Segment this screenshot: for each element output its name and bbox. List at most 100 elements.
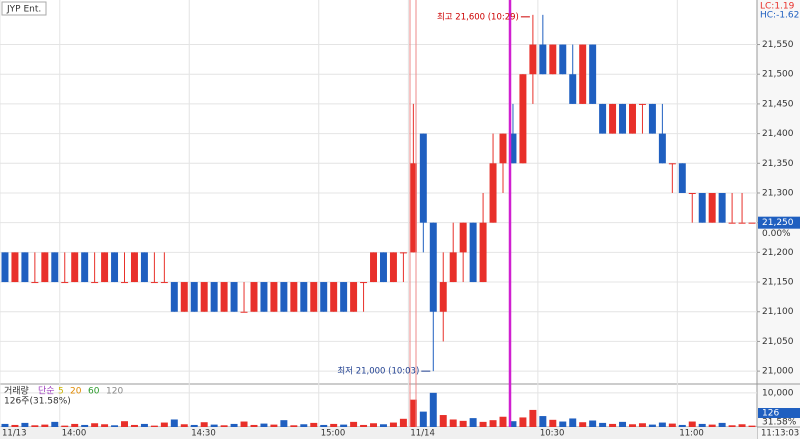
x-tick-label: 11:00 — [679, 429, 704, 439]
volume-last-label: 126 — [762, 409, 779, 419]
candle-body — [539, 44, 547, 75]
volume-bar — [409, 399, 417, 427]
volume-bar — [479, 421, 487, 427]
volume-bar — [220, 425, 228, 427]
volume-bar — [599, 422, 607, 427]
candle-body — [200, 282, 208, 312]
x-tick-label: 14:30 — [191, 429, 216, 439]
volume-bar — [350, 421, 358, 427]
volume-bar — [609, 423, 617, 427]
candle-body — [688, 192, 696, 194]
title-box — [1, 1, 47, 16]
candle-body — [1, 252, 9, 283]
y-tick-label: 21,500 — [762, 70, 794, 80]
volume-bar — [180, 424, 188, 427]
volume-bar — [101, 424, 109, 427]
volume-title: 거래량 — [4, 385, 29, 397]
candle-body — [569, 74, 577, 104]
x-axis-area — [0, 427, 757, 439]
volume-bar — [240, 421, 248, 427]
volume-bar — [340, 424, 348, 427]
volume-bar — [51, 421, 59, 427]
candle-body — [619, 103, 627, 134]
candle-body — [449, 252, 457, 283]
volume-bar — [389, 422, 397, 427]
y-tick-label: 21,100 — [762, 307, 794, 317]
volume-bar — [638, 423, 646, 427]
candle-body — [519, 74, 527, 164]
y-tick-label: 21,350 — [762, 159, 794, 169]
candle-body — [559, 44, 567, 75]
volume-bar — [509, 421, 517, 427]
candle-body — [300, 282, 308, 312]
candle-body — [31, 282, 39, 284]
candle-body — [130, 252, 138, 283]
candle-body — [210, 282, 218, 312]
candle-body — [260, 282, 268, 312]
volume-bar — [41, 424, 49, 427]
volume-bar — [71, 423, 79, 427]
volume-bar — [728, 425, 736, 427]
volume-bar — [310, 422, 318, 427]
low-annotation: 최저 21,000 (10:03) — [337, 366, 419, 377]
candle-body — [439, 282, 447, 312]
candle-body — [250, 282, 258, 312]
volume-bar — [429, 392, 437, 427]
candle-body — [409, 163, 417, 253]
candle-body — [320, 282, 328, 312]
candle-body — [589, 44, 597, 104]
volume-bar — [658, 422, 666, 427]
volume-bar — [549, 419, 557, 427]
volume-bar — [130, 424, 138, 427]
volume-bar — [81, 424, 89, 427]
candle-body — [41, 252, 49, 283]
x-tick-label: 15:00 — [321, 429, 346, 439]
candle-body — [280, 282, 288, 312]
volume-bar — [698, 423, 706, 427]
volume-bar — [121, 421, 128, 427]
y-tick-label: 21,450 — [762, 99, 794, 109]
candle-body — [499, 133, 507, 164]
volume-bar — [190, 424, 198, 427]
candle-body — [360, 282, 368, 284]
volume-bar — [569, 418, 577, 427]
volume-bar — [499, 416, 507, 427]
candle-body — [91, 282, 99, 284]
candle-body — [160, 282, 168, 284]
candle-body — [629, 103, 636, 134]
volume-bar — [688, 421, 696, 427]
chart-title: JYP Ent. — [6, 5, 41, 15]
volume-bar — [718, 422, 726, 427]
volume-bar — [330, 423, 338, 427]
volume-bar — [708, 424, 716, 427]
volume-bar — [160, 422, 168, 427]
candle-body — [399, 252, 407, 254]
volume-bar — [300, 424, 308, 427]
x-tick-label: 11/13 — [2, 429, 27, 439]
candle-body — [509, 133, 517, 164]
volume-bar — [419, 411, 427, 427]
volume-bar — [320, 424, 328, 427]
volume-bar — [678, 424, 686, 427]
volume-bar — [529, 409, 537, 427]
volume-bar — [629, 424, 636, 427]
volume-bar — [31, 425, 39, 427]
candle-body — [379, 252, 387, 283]
volume-bar — [559, 421, 567, 427]
candle-body — [240, 311, 248, 313]
volume-bar — [370, 423, 378, 427]
volume-bar — [111, 425, 119, 427]
volume-bar — [150, 425, 158, 427]
candle-body — [81, 252, 89, 283]
volume-bar — [379, 424, 387, 427]
legend-entry: 20 — [70, 387, 82, 397]
volume-bar — [140, 423, 148, 427]
volume-bar — [1, 423, 9, 427]
volume-bar — [579, 422, 587, 427]
candle-body — [190, 282, 198, 312]
candle-body — [111, 252, 119, 283]
legend-entry: 60 — [88, 387, 100, 397]
candle-body — [609, 103, 617, 134]
volume-bar — [360, 424, 368, 427]
